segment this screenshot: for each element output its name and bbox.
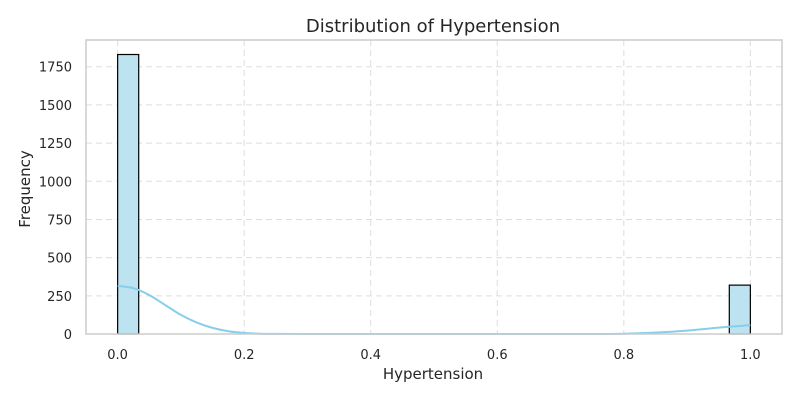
x-tick-label: 0.4: [360, 348, 381, 363]
x-axis-ticks: 0.0 0.2 0.4 0.6 0.8 1.0: [107, 348, 760, 363]
y-tick-label: 750: [47, 213, 72, 228]
y-tick-label: 1250: [39, 137, 72, 152]
histogram-bars: [117, 53, 751, 335]
x-tick-label: 1.0: [740, 348, 761, 363]
histogram-bar: [117, 53, 140, 335]
x-tick-label: 0.6: [487, 348, 508, 363]
y-tick-label: 1000: [39, 175, 72, 190]
y-axis-ticks: 0 250 500 750 1000 1250 1500 1750: [39, 61, 72, 343]
y-tick-label: 500: [47, 252, 72, 267]
y-tick-label: 0: [64, 328, 72, 343]
x-tick-label: 0.2: [234, 348, 255, 363]
grid-lines: [86, 40, 782, 335]
x-axis-label: Hypertension: [383, 365, 483, 383]
y-tick-label: 1750: [39, 61, 72, 76]
plot-frame: [85, 39, 783, 335]
x-tick-label: 0.8: [613, 348, 634, 363]
y-tick-label: 1500: [39, 99, 72, 114]
kde-curve: [117, 284, 751, 336]
x-tick-label: 0.0: [107, 348, 128, 363]
y-axis-label: Frequency: [16, 150, 34, 228]
y-tick-label: 250: [47, 290, 72, 305]
chart-title: Distribution of Hypertension: [306, 16, 560, 37]
